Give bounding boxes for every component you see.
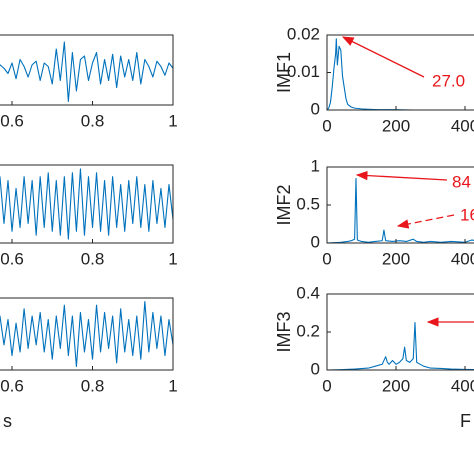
- x-tick-label: 400: [451, 116, 474, 135]
- x-tick-label: 0.8: [81, 376, 105, 395]
- subplot: 0 200 400 0 0.01 0.02 IMF1 27.0: [274, 24, 474, 135]
- x-tick-label: 1: [168, 111, 177, 130]
- annotation-text: 27.0: [432, 71, 465, 90]
- series-line: [0, 301, 174, 367]
- y-tick-label: 1: [311, 156, 320, 175]
- series-line: [0, 41, 174, 103]
- subplot: 0 200 400 0 0.5 1 IMF2 84 16: [274, 156, 474, 268]
- axes-box: [0, 297, 174, 371]
- x-tick-label: 200: [382, 376, 410, 395]
- y-tick-label: 0: [311, 232, 320, 251]
- y-axis-label: IMF1: [274, 52, 294, 93]
- y-tick-label: 0.4: [296, 283, 320, 302]
- x-tick-label: 400: [451, 249, 474, 268]
- x-axis-label: F: [460, 411, 471, 431]
- x-axis-label: s: [3, 411, 12, 431]
- y-tick-label: 0: [311, 99, 320, 118]
- annotation-text: 84: [452, 172, 471, 191]
- annotation-text: 16: [460, 205, 474, 224]
- annotation-arrow: [355, 170, 448, 181]
- axes-box: [326, 293, 474, 371]
- x-tick-label: 0.6: [0, 376, 24, 395]
- y-tick-label: 0.01: [287, 62, 320, 81]
- annotation-arrow: [396, 214, 455, 229]
- series-line: [0, 168, 174, 240]
- subplot: 0.6 0.8 1: [0, 34, 178, 130]
- y-tick-label: 0.2: [296, 321, 320, 340]
- x-tick-label: 0.8: [81, 111, 105, 130]
- y-tick-label: 0: [311, 359, 320, 378]
- axes-box: [0, 34, 174, 106]
- x-tick-label: 200: [382, 116, 410, 135]
- y-axis-label: IMF3: [274, 311, 294, 352]
- axes-box: [0, 164, 174, 244]
- x-tick-label: 200: [382, 249, 410, 268]
- x-tick-label: 0: [322, 376, 331, 395]
- x-tick-label: 0: [322, 116, 331, 135]
- y-tick-label: 0.02: [287, 24, 320, 43]
- x-tick-label: 0: [322, 249, 331, 268]
- subplot: 0.6 0.8 1 s: [0, 297, 178, 431]
- series-line: [326, 321, 474, 371]
- x-tick-label: 1: [168, 376, 177, 395]
- x-tick-label: 0.8: [81, 249, 105, 268]
- annotation-arrow: [341, 36, 425, 78]
- y-tick-label: 0.5: [296, 194, 320, 213]
- x-tick-label: 0.6: [0, 111, 24, 130]
- x-tick-label: 0.6: [0, 249, 24, 268]
- series-line: [326, 177, 474, 244]
- subplot: 0.6 0.8 1: [0, 164, 178, 268]
- x-tick-label: 400: [451, 376, 474, 395]
- x-tick-label: 1: [168, 249, 177, 268]
- y-axis-label: IMF2: [274, 184, 294, 225]
